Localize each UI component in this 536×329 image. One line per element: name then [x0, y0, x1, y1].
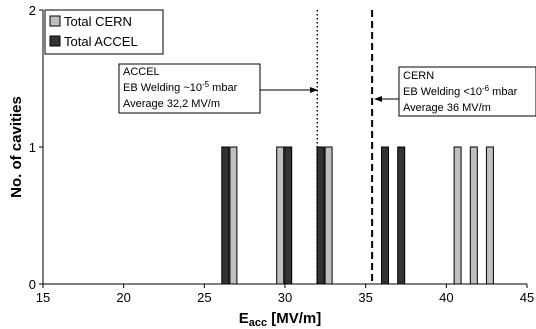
bar-cern-1 — [276, 146, 285, 285]
x-axis-title-unit: [MV/m] — [267, 310, 321, 327]
bar-accel-0 — [221, 146, 230, 285]
bar-cern-5 — [485, 146, 494, 285]
annotation-accel-title: ACCEL — [123, 66, 160, 78]
x-tick-label-15: 15 — [36, 290, 50, 305]
legend-label-accel: Total ACCEL — [64, 34, 138, 49]
y-tick-label-2: 2 — [29, 3, 36, 18]
legend: Total CERN Total ACCEL — [44, 9, 164, 55]
x-axis-title-subscript: acc — [249, 317, 267, 329]
x-tick-label-25: 25 — [197, 290, 211, 305]
bar-accel-2 — [316, 146, 325, 285]
legend-swatch-accel — [49, 35, 61, 47]
y-tick-label-1: 1 — [29, 140, 36, 155]
y-axis-title: No. of cavities — [8, 96, 25, 198]
annotation-cern: CERN EB Welding <10-6 mbar Average 36 MV… — [374, 66, 536, 117]
legend-box — [44, 9, 164, 55]
legend-swatch-cern — [49, 15, 61, 27]
bar-accel-1 — [284, 146, 293, 285]
x-tick-label-30: 30 — [278, 290, 292, 305]
annotation-accel-average: Average 32,2 MV/m — [123, 98, 220, 110]
annotation-cern-average: Average 36 MV/m — [403, 102, 491, 114]
tick-labels-layer: 15 20 25 30 35 40 45 0 1 2 — [29, 3, 534, 305]
x-tick-label-40: 40 — [439, 290, 453, 305]
bar-accel-3 — [381, 146, 389, 285]
x-tick-label-20: 20 — [116, 290, 130, 305]
bar-cern-4 — [469, 146, 478, 285]
annotation-cern-welding: EB Welding <10-6 mbar — [403, 84, 518, 98]
bar-cern-3 — [453, 146, 462, 285]
reference-lines-layer — [316, 10, 374, 284]
axes-layer — [39, 9, 528, 288]
bars-layer — [221, 146, 494, 285]
annotation-accel-box — [118, 63, 261, 114]
annotation-accel-welding: EB Welding ~10-5 mbar — [123, 80, 238, 94]
annotation-cern-box — [398, 66, 536, 117]
x-axis-title: Eacc [MV/m] — [239, 310, 322, 329]
legend-label-cern: Total CERN — [64, 14, 132, 29]
bar-cern-2 — [324, 146, 333, 285]
bar-accel-4 — [397, 146, 406, 285]
x-tick-label-35: 35 — [358, 290, 372, 305]
annotation-cern-arrow-head — [374, 96, 382, 102]
annotation-accel: ACCEL EB Welding ~10-5 mbar Average 32,2… — [118, 63, 318, 114]
x-tick-label-45: 45 — [520, 290, 534, 305]
annotation-accel-arrow-head — [310, 87, 318, 93]
y-tick-label-0: 0 — [29, 277, 36, 292]
bar-cern-0 — [229, 146, 238, 285]
annotation-cern-title: CERN — [403, 70, 434, 82]
